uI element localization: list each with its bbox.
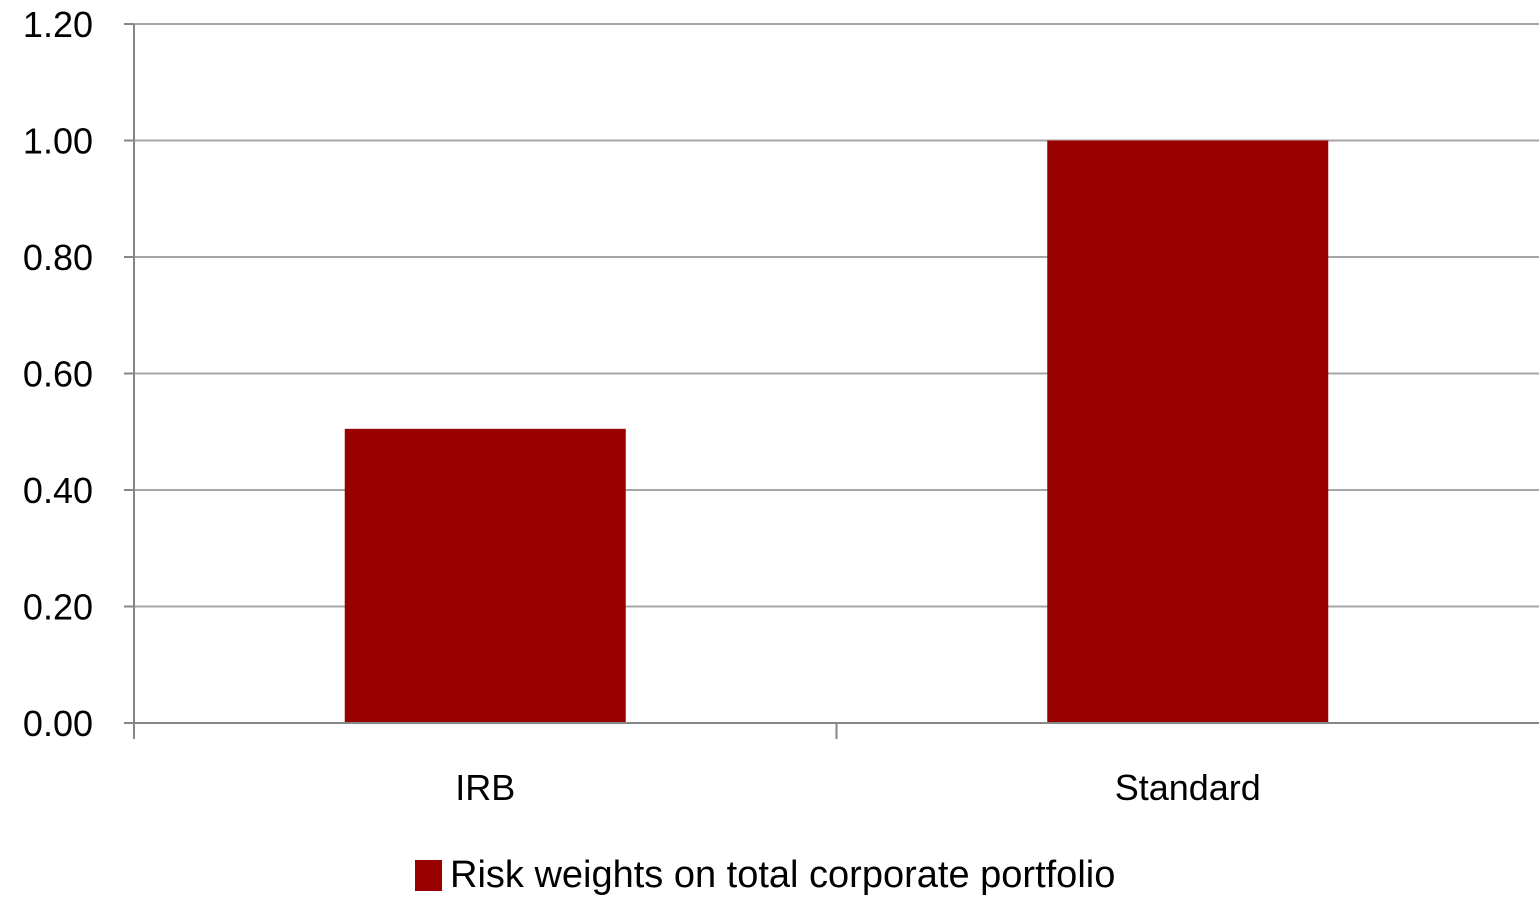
x-category-labels: IRB Standard	[455, 767, 1261, 808]
x-category-label: Standard	[1115, 767, 1261, 808]
bars	[344, 140, 1329, 723]
bar-irb	[344, 428, 626, 723]
y-tick-label: 1.00	[23, 121, 93, 162]
y-tick-label: 0.00	[23, 703, 93, 744]
y-tick-label: 0.80	[23, 237, 93, 278]
legend-swatch	[415, 859, 442, 891]
legend-label: Risk weights on total corporate portfoli…	[450, 854, 1116, 896]
x-category-label: IRB	[455, 767, 515, 808]
y-tick-label: 0.20	[23, 587, 93, 628]
bar-standard	[1047, 140, 1329, 723]
y-tick-labels: 0.00 0.20 0.40 0.60 0.80 1.00 1.20	[23, 4, 93, 744]
legend: Risk weights on total corporate portfoli…	[415, 853, 1115, 897]
y-tick-label: 0.60	[23, 354, 93, 395]
y-tick-label: 1.20	[23, 4, 93, 45]
y-tick-label: 0.40	[23, 470, 93, 511]
axes	[124, 23, 1539, 739]
